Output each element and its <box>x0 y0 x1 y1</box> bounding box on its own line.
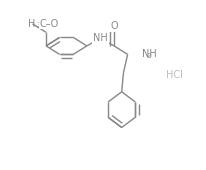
Text: NH: NH <box>142 49 157 59</box>
Text: HCl: HCl <box>166 70 183 80</box>
Text: H: H <box>28 19 36 29</box>
Text: NH: NH <box>93 33 108 43</box>
Text: 3: 3 <box>36 22 41 28</box>
Text: C–O: C–O <box>39 19 59 29</box>
Text: 2: 2 <box>146 53 151 59</box>
Text: O: O <box>110 21 118 31</box>
